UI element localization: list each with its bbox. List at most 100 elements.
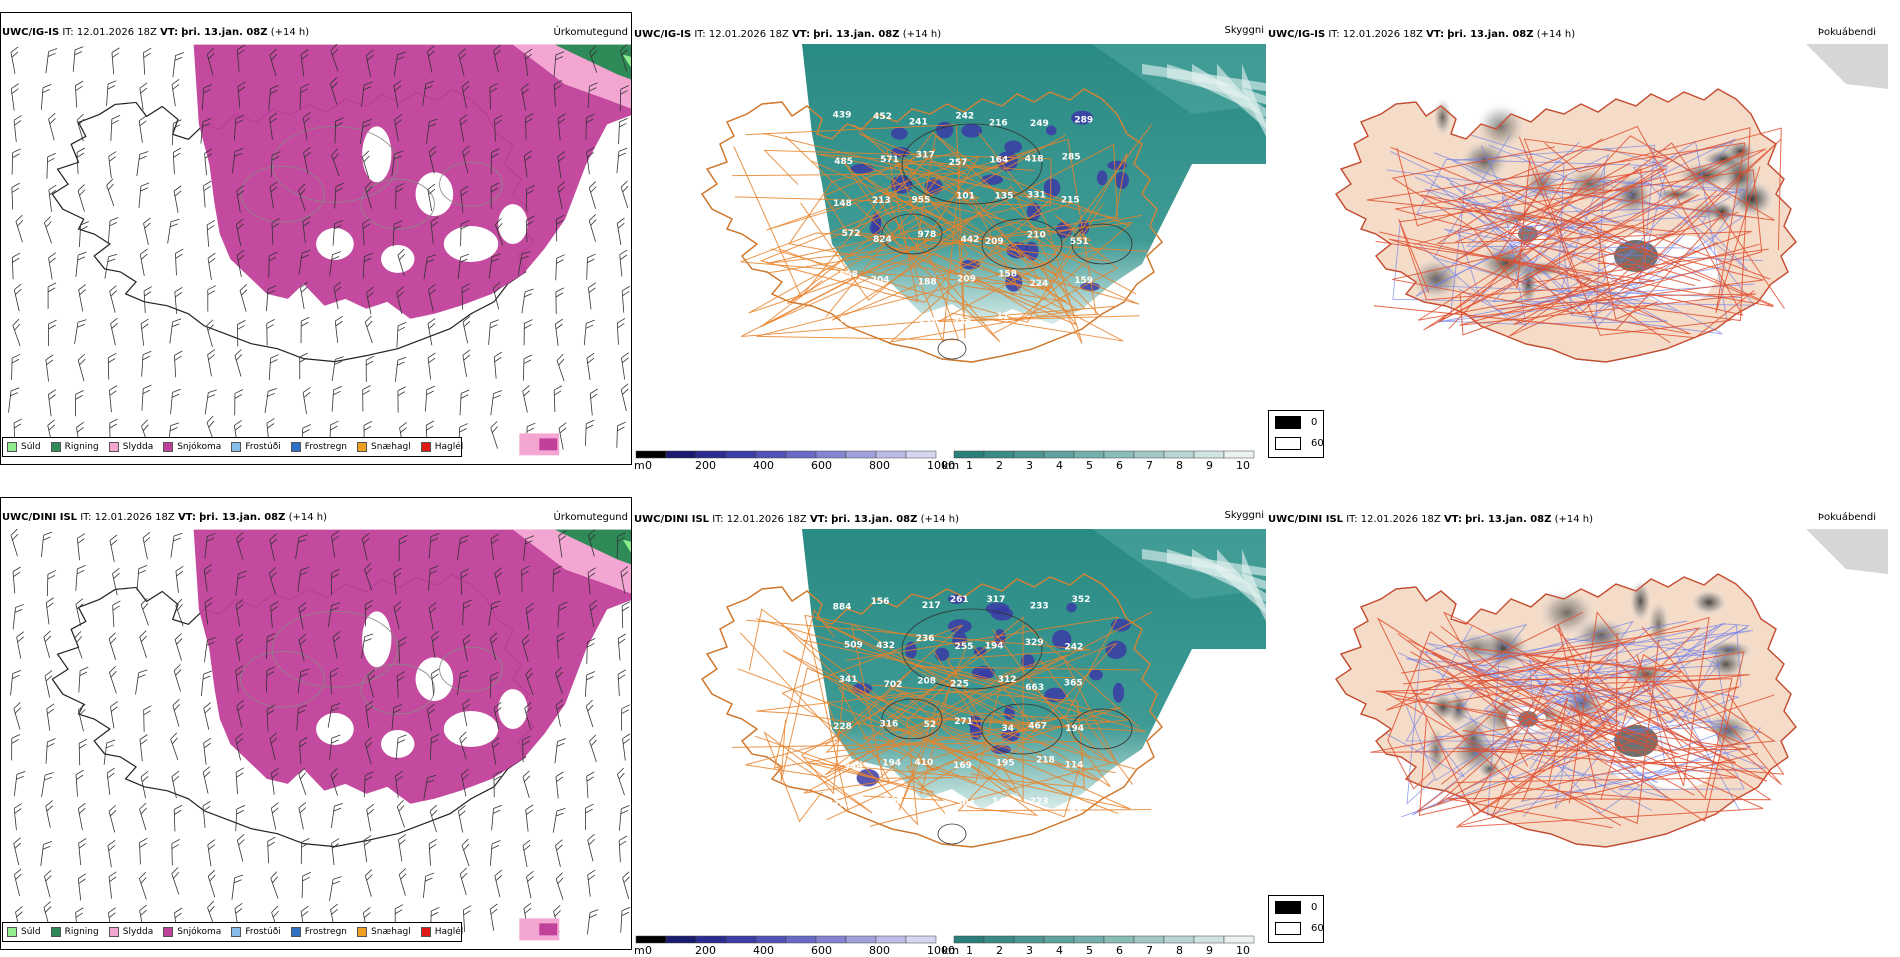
visibility-unit-label: km — [942, 944, 959, 957]
ceiling-label: 158 — [839, 270, 858, 280]
ceiling-label: 164 — [990, 155, 1009, 165]
legend-label: Slydda — [123, 927, 153, 937]
precip-type-map — [1, 519, 631, 941]
ceiling-visibility-panel: UWC/DINI ISL IT: 12.01.2026 18Z VT: þri.… — [634, 497, 1266, 952]
ceiling-label: 702 — [884, 680, 903, 690]
legend-item-slydda: Slydda — [109, 442, 153, 452]
ceiling-tick-label: 0 — [645, 944, 652, 957]
ceiling-label: 432 — [876, 641, 895, 651]
legend-label: Rigning — [65, 927, 99, 937]
visibility-tick-label: 10 — [1236, 944, 1250, 957]
ceiling-label: 316 — [880, 719, 899, 729]
visibility-colorbar-bin — [1014, 936, 1044, 943]
ceiling-tick-label: 800 — [869, 459, 890, 472]
legend-swatch — [51, 442, 61, 452]
ceiling-label: 241 — [909, 118, 928, 128]
ceiling-label: 194 — [985, 641, 1004, 651]
legend-swatch — [421, 927, 431, 937]
visibility-colorbar-bin — [954, 451, 984, 458]
ceiling-label: 209 — [985, 237, 1004, 247]
ceiling-label: 572 — [842, 229, 861, 239]
legend-swatch — [7, 442, 17, 452]
ceiling-label: 341 — [839, 675, 858, 685]
ceiling-label: 467 — [1028, 721, 1047, 731]
legend-label: Snæhagl — [371, 442, 411, 452]
ceiling-label: 331 — [1027, 190, 1046, 200]
legend-label: Frostúði — [245, 927, 280, 937]
fog-legend: 0 60 — [1268, 410, 1324, 458]
visibility-tick-label: 1 — [966, 944, 973, 957]
legend-item-frostúði: Frostúði — [231, 442, 280, 452]
legend-swatch — [163, 442, 173, 452]
ceiling-label: 261 — [950, 595, 969, 605]
legend-item-frostúði: Frostúði — [231, 927, 280, 937]
precip-type-map — [1, 34, 631, 456]
visibility-tick-label: 6 — [1116, 944, 1123, 957]
visibility-colorbar-bin — [1134, 451, 1164, 458]
ceiling-label: 213 — [872, 196, 891, 206]
ceiling-colorbar-bin — [756, 451, 786, 458]
legend-label: Snjókoma — [177, 442, 221, 452]
ceiling-label: 312 — [998, 675, 1017, 685]
ceiling-label: 242 — [955, 112, 974, 122]
fog-legend-value: 60 — [1311, 438, 1324, 449]
visibility-unit-label: km — [942, 459, 959, 472]
ceiling-label: 485 — [834, 157, 853, 167]
ceiling-label: 285 — [1062, 153, 1081, 163]
legend-item-haglél: Haglél — [421, 927, 464, 937]
visibility-colorbar-bin — [954, 936, 984, 943]
fog-indicator-panel: UWC/DINI ISL IT: 12.01.2026 18Z VT: þri.… — [1268, 497, 1900, 952]
ceiling-label: 148 — [833, 199, 852, 209]
legend-label: Slydda — [123, 442, 153, 452]
visibility-colorbar-bin — [1164, 451, 1194, 458]
ceiling-colorbar-bin — [906, 451, 936, 458]
ceiling-label: 233 — [1030, 601, 1049, 611]
legend-label: Snæhagl — [371, 927, 411, 937]
ceiling-label: 955 — [912, 196, 931, 206]
visibility-colorbar-bin — [1194, 936, 1224, 943]
visibility-colorbar-bin — [1134, 936, 1164, 943]
ceiling-colorbar-bin — [816, 936, 846, 943]
legend-label: Haglél — [435, 442, 464, 452]
legend-item-rigning: Rigning — [51, 927, 99, 937]
ceiling-label: 223 — [875, 313, 894, 323]
legend-item-haglél: Haglél — [421, 442, 464, 452]
ceiling-label: 194 — [1065, 724, 1084, 734]
visibility-colorbar-bin — [1104, 451, 1134, 458]
legend-swatch — [291, 927, 301, 937]
fog-legend-row: 0 — [1275, 416, 1317, 429]
legend-label: Frostúði — [245, 442, 280, 452]
ceiling-label: 223 — [1030, 797, 1049, 807]
fog-legend-swatch — [1275, 922, 1301, 935]
ceiling-colorbar-bin — [876, 936, 906, 943]
ceiling-label: 439 — [833, 110, 852, 120]
ceiling-tick-label: 400 — [753, 459, 774, 472]
ceiling-label: 271 — [954, 717, 973, 727]
ceiling-label: 144 — [992, 797, 1011, 807]
ceiling-colorbar-bin — [726, 451, 756, 458]
fog-legend-value: 0 — [1311, 417, 1317, 428]
visibility-tick-label: 7 — [1146, 459, 1153, 472]
ceiling-label: 20 — [1070, 804, 1083, 814]
fog-legend-row: 0 — [1275, 901, 1317, 914]
ceiling-label: 228 — [920, 317, 939, 327]
ceiling-label: 551 — [1070, 237, 1089, 247]
ceiling-label: 101 — [956, 192, 975, 202]
visibility-colorbar-bin — [1194, 451, 1224, 458]
legend-swatch — [7, 927, 17, 937]
legend-item-snjókoma: Snjókoma — [163, 442, 221, 452]
ceiling-label: 228 — [833, 722, 852, 732]
ceiling-label: 158 — [998, 269, 1017, 279]
ceiling-colorbar — [634, 935, 944, 949]
ceiling-tick-label: 400 — [753, 944, 774, 957]
legend-item-snæhagl: Snæhagl — [357, 442, 411, 452]
ceiling-label: 978 — [918, 230, 937, 240]
visibility-colorbar-bin — [1074, 936, 1104, 943]
ceiling-label: 317 — [916, 150, 935, 160]
legend-swatch — [163, 927, 173, 937]
ceiling-label: 452 — [873, 112, 892, 122]
ceiling-label: 289 — [1074, 116, 1093, 126]
legend-item-súld: Súld — [7, 442, 41, 452]
